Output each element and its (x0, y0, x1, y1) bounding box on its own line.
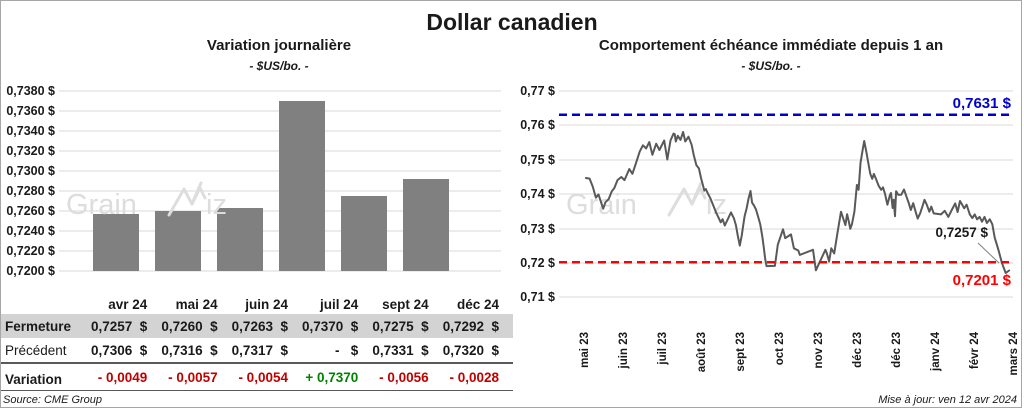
svg-text:0,7320 $: 0,7320 $ (6, 144, 55, 158)
svg-text:0,7280 $: 0,7280 $ (6, 184, 55, 198)
svg-text:0,74 $: 0,74 $ (520, 187, 555, 201)
svg-text:0,75 $: 0,75 $ (520, 153, 555, 167)
svg-text:0,7300 $: 0,7300 $ (6, 164, 55, 178)
svg-text:0,7200 $: 0,7200 $ (6, 264, 55, 278)
svg-text:iz: iz (706, 189, 727, 221)
svg-text:0,76 $: 0,76 $ (520, 118, 555, 132)
svg-text:0,7340 $: 0,7340 $ (6, 124, 55, 138)
svg-text:0,7260 $: 0,7260 $ (6, 204, 55, 218)
svg-text:0,73 $: 0,73 $ (520, 222, 555, 236)
svg-text:iz: iz (206, 189, 227, 221)
svg-text:0,7201 $: 0,7201 $ (953, 272, 1012, 289)
svg-text:0,72 $: 0,72 $ (520, 256, 555, 270)
svg-text:0,71 $: 0,71 $ (520, 290, 555, 304)
svg-text:0,7360 $: 0,7360 $ (6, 104, 55, 118)
svg-text:0,77 $: 0,77 $ (520, 86, 555, 98)
svg-text:0,7380 $: 0,7380 $ (6, 86, 55, 98)
svg-text:0,7631 $: 0,7631 $ (953, 95, 1012, 112)
svg-text:0,7257 $: 0,7257 $ (935, 225, 988, 240)
svg-text:Grain: Grain (66, 189, 137, 221)
svg-text:0,7240 $: 0,7240 $ (6, 224, 55, 238)
svg-text:0,7220 $: 0,7220 $ (6, 244, 55, 258)
